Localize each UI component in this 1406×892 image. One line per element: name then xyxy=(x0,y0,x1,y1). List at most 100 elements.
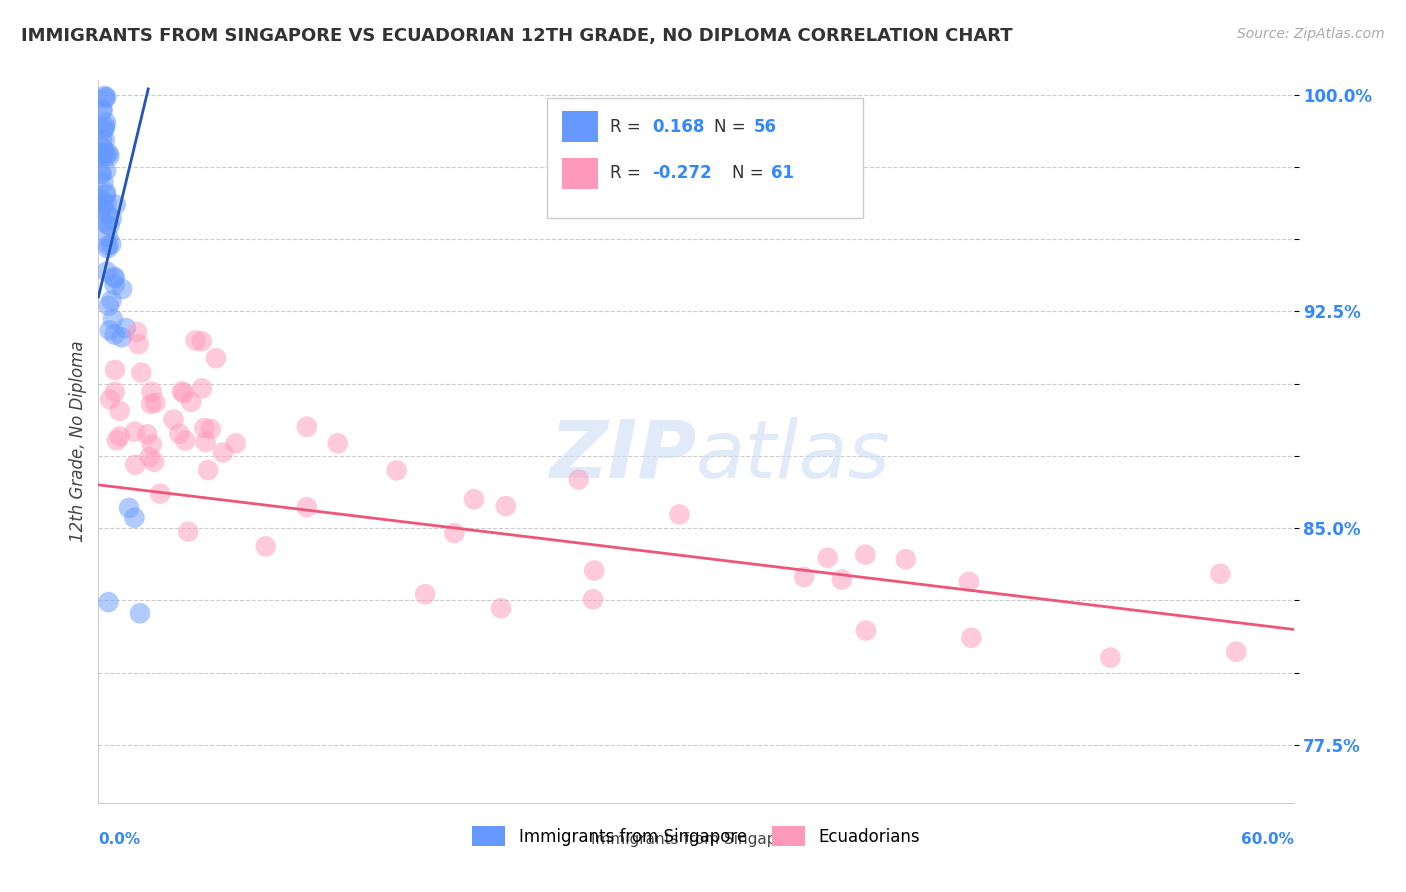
Text: -0.272: -0.272 xyxy=(652,164,711,183)
Point xyxy=(91,141,114,155)
Point xyxy=(104,197,127,211)
Point xyxy=(960,631,983,645)
Point xyxy=(104,384,127,399)
Point xyxy=(326,436,349,450)
Point xyxy=(149,486,172,500)
Point xyxy=(96,265,118,279)
Point xyxy=(93,197,115,211)
Legend: Immigrants from Singapore, Ecuadorians: Immigrants from Singapore, Ecuadorians xyxy=(465,820,927,852)
Point xyxy=(96,218,118,232)
Text: 0.168: 0.168 xyxy=(652,118,704,136)
Point xyxy=(91,201,114,215)
Point xyxy=(97,238,120,252)
Point xyxy=(101,312,124,326)
Point xyxy=(831,573,853,587)
Point xyxy=(96,90,118,104)
Point xyxy=(582,592,605,607)
Point xyxy=(129,607,152,621)
Point xyxy=(94,133,117,147)
Point xyxy=(139,397,162,411)
Point xyxy=(103,277,125,292)
Text: 56: 56 xyxy=(754,118,776,136)
Point xyxy=(91,214,114,228)
Point xyxy=(141,437,163,451)
Point xyxy=(110,330,132,344)
Point xyxy=(90,167,112,181)
Point xyxy=(91,194,114,209)
Point xyxy=(568,473,591,487)
Point xyxy=(100,211,122,226)
Point xyxy=(94,120,117,134)
Point xyxy=(90,145,112,160)
Point xyxy=(105,434,128,448)
Point xyxy=(91,133,114,147)
Point xyxy=(489,601,512,615)
Point xyxy=(91,103,114,118)
Point xyxy=(194,434,217,449)
Point xyxy=(97,595,120,609)
Point xyxy=(96,196,118,211)
Point xyxy=(463,492,485,507)
Point xyxy=(96,207,118,221)
Point xyxy=(111,282,134,296)
Point xyxy=(1099,650,1122,665)
Point xyxy=(125,325,148,339)
Point xyxy=(97,229,120,244)
Text: 61: 61 xyxy=(772,164,794,183)
Point xyxy=(193,421,215,435)
Point xyxy=(143,455,166,469)
Point xyxy=(793,570,815,584)
Point xyxy=(413,587,436,601)
Point xyxy=(124,458,146,472)
Point xyxy=(295,500,318,515)
Text: ZIP: ZIP xyxy=(548,417,696,495)
Point xyxy=(295,419,318,434)
Point xyxy=(170,384,193,399)
Point xyxy=(855,624,877,638)
Point xyxy=(108,429,131,443)
Point xyxy=(104,327,127,342)
Point xyxy=(894,552,917,566)
Point xyxy=(169,426,191,441)
Point xyxy=(97,299,120,313)
Text: Immigrants from Singapore: Immigrants from Singapore xyxy=(591,831,801,847)
Point xyxy=(91,103,114,117)
Point xyxy=(138,450,160,464)
Point xyxy=(94,145,117,160)
Point xyxy=(94,91,117,105)
Point xyxy=(143,395,166,409)
Point xyxy=(495,499,517,513)
FancyBboxPatch shape xyxy=(562,112,598,142)
Point xyxy=(180,395,202,409)
Point xyxy=(108,404,131,418)
Point xyxy=(96,149,118,163)
Point xyxy=(254,540,277,554)
Text: Source: ZipAtlas.com: Source: ZipAtlas.com xyxy=(1237,27,1385,41)
Point xyxy=(817,550,839,565)
Point xyxy=(94,186,117,200)
Point xyxy=(197,463,219,477)
Point xyxy=(583,564,606,578)
Point xyxy=(94,187,117,202)
Point xyxy=(94,163,117,178)
Point xyxy=(129,366,152,380)
Point xyxy=(443,526,465,541)
Text: 60.0%: 60.0% xyxy=(1240,831,1294,847)
Point xyxy=(1225,645,1247,659)
Point xyxy=(853,548,876,562)
Point xyxy=(124,510,146,524)
Text: N =: N = xyxy=(733,164,769,183)
Point xyxy=(98,219,121,233)
Point xyxy=(190,334,212,349)
Point xyxy=(93,120,115,135)
Point xyxy=(957,574,980,589)
Point xyxy=(205,351,228,366)
Point xyxy=(174,434,197,448)
Point xyxy=(173,386,195,401)
Text: N =: N = xyxy=(714,118,751,136)
Point xyxy=(191,381,214,395)
Point xyxy=(94,115,117,129)
Point xyxy=(93,122,115,136)
Point xyxy=(104,363,127,377)
Point xyxy=(136,427,159,442)
